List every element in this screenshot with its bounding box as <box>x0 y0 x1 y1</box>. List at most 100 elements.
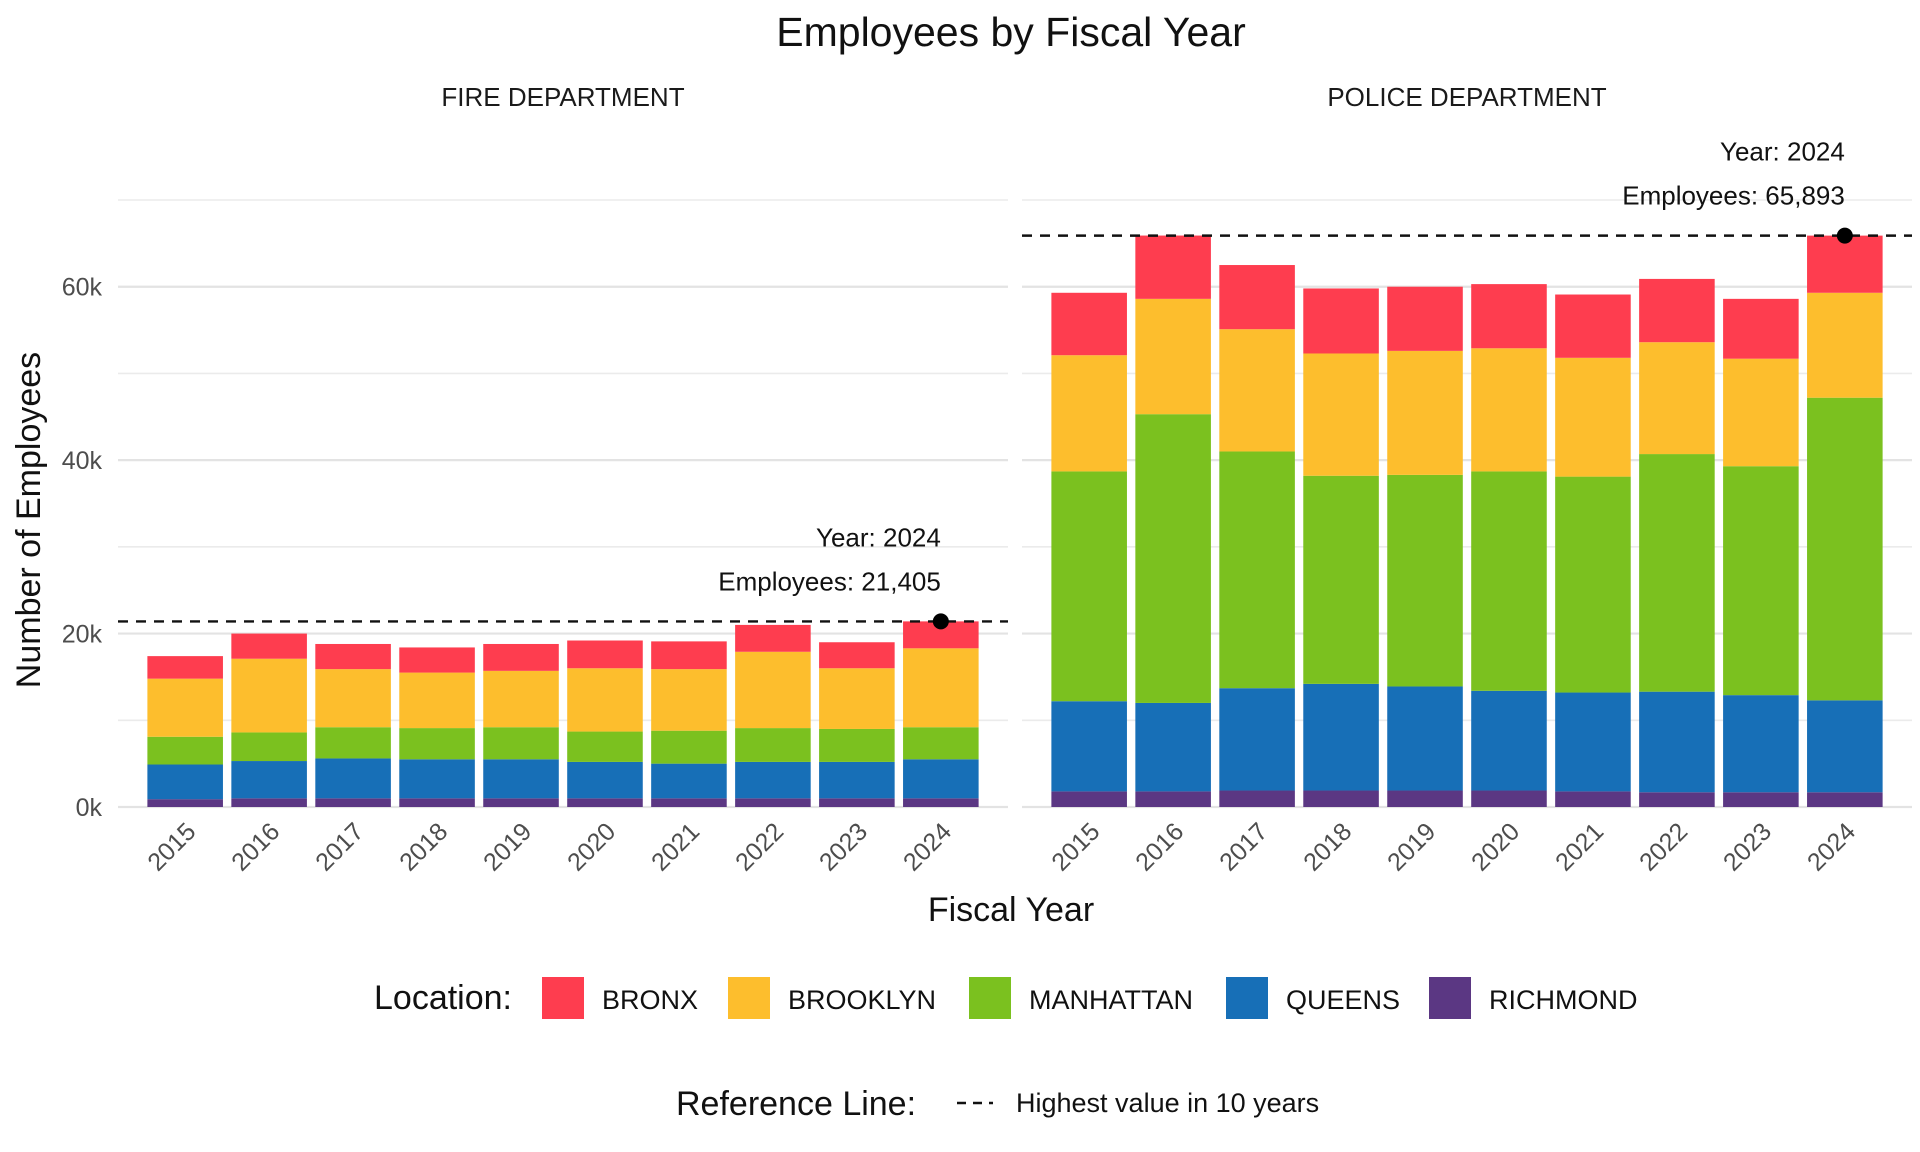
bar-segment-richmond <box>651 798 727 807</box>
location-legend: Location: BRONX BROOKLYN MANHATTAN QUEENS RI… <box>374 977 1638 1019</box>
bar-segment-bronx <box>567 640 643 669</box>
bar-segment-bronx <box>1639 278 1715 343</box>
bar-segment-queens <box>1303 683 1379 791</box>
bar-segment-bronx <box>1135 235 1211 299</box>
legend-items: BRONX BROOKLYN MANHATTAN QUEENS RICHMOND <box>542 977 1638 1019</box>
reference-legend: Reference Line: Highest value in 10 year… <box>676 1085 1319 1123</box>
bar-segment-queens <box>819 761 895 799</box>
bar-segment-queens <box>1219 688 1295 791</box>
reference-legend-title: Reference Line: <box>676 1085 916 1123</box>
x-tick-label: 2015 <box>1046 817 1105 876</box>
bar-segment-manhattan <box>1219 451 1295 689</box>
bar-segment-richmond <box>735 798 811 807</box>
bar-segment-queens <box>567 761 643 799</box>
bar-segment-queens <box>1555 692 1631 792</box>
bar-segment-brooklyn <box>819 668 895 729</box>
bars <box>147 621 979 807</box>
legend-title: Location: <box>374 979 512 1017</box>
bar-segment-brooklyn <box>1135 298 1211 415</box>
legend-swatch <box>1429 977 1471 1019</box>
x-tick-label: 2023 <box>814 817 873 876</box>
bar-segment-manhattan <box>1387 474 1463 687</box>
bar-segment-brooklyn <box>1639 342 1715 455</box>
bar-segment-brooklyn <box>147 678 223 737</box>
bar-segment-queens <box>1639 691 1715 793</box>
bar-segment-brooklyn <box>1303 353 1379 476</box>
bar-segment-brooklyn <box>315 669 391 728</box>
bar-segment-richmond <box>483 798 559 807</box>
legend-item-brooklyn: BROOKLYN <box>728 977 936 1019</box>
bars <box>1051 235 1883 807</box>
bar-segment-brooklyn <box>735 651 811 729</box>
bar-segment-brooklyn <box>567 668 643 732</box>
bar-segment-queens <box>1387 686 1463 791</box>
y-tick-label: 20k <box>62 621 103 649</box>
bar-segment-bronx <box>1219 265 1295 330</box>
reference-legend-label: Highest value in 10 years <box>1016 1088 1319 1118</box>
bar-segment-bronx <box>1471 284 1547 349</box>
max-point <box>932 613 949 630</box>
bar-segment-richmond <box>1639 792 1715 807</box>
bar-segment-richmond <box>1555 791 1631 807</box>
x-tick-label: 2024 <box>898 817 957 876</box>
facet-panel: FIRE DEPARTMENT 0k 20k 40k 60k 2015 2016 2017 20… <box>62 82 1008 877</box>
bar-segment-manhattan <box>1555 476 1631 693</box>
y-tick-label: 40k <box>62 447 103 475</box>
y-axis-title: Number of Employees <box>10 352 48 688</box>
bar-segment-queens <box>315 758 391 799</box>
bar-segment-manhattan <box>819 728 895 762</box>
bar-segment-richmond <box>903 798 979 807</box>
bar-segment-brooklyn <box>1807 292 1883 398</box>
bar-segment-manhattan <box>147 736 223 765</box>
bar-segment-queens <box>483 759 559 799</box>
bar-segment-bronx <box>819 642 895 669</box>
bar-segment-richmond <box>147 799 223 807</box>
bar-segment-bronx <box>1723 298 1799 359</box>
legend-swatch <box>1226 977 1268 1019</box>
legend-label: MANHATTAN <box>1029 985 1193 1015</box>
bar-segment-brooklyn <box>1723 358 1799 467</box>
bar-segment-queens <box>1807 700 1883 793</box>
bar-segment-manhattan <box>1807 397 1883 701</box>
bar-segment-brooklyn <box>651 669 727 731</box>
legend-label: QUEENS <box>1286 985 1400 1015</box>
x-tick-label: 2015 <box>142 817 201 876</box>
x-tick-label: 2017 <box>1214 817 1273 876</box>
legend-item-bronx: BRONX <box>542 977 698 1019</box>
bar-segment-richmond <box>1723 792 1799 807</box>
bar-segment-manhattan <box>1135 414 1211 703</box>
bar-segment-queens <box>399 759 475 799</box>
bar-segment-richmond <box>819 798 895 807</box>
bar-segment-queens <box>903 759 979 799</box>
x-tick-label: 2023 <box>1718 817 1777 876</box>
bar-segment-brooklyn <box>1051 355 1127 472</box>
bar-segment-manhattan <box>567 731 643 762</box>
x-tick-label: 2017 <box>310 817 369 876</box>
bar-segment-queens <box>1051 701 1127 792</box>
legend-item-manhattan: MANHATTAN <box>969 977 1193 1019</box>
bar-segment-richmond <box>1807 792 1883 807</box>
bar-segment-bronx <box>1387 286 1463 351</box>
x-tick-label: 2020 <box>1466 817 1525 876</box>
y-tick-label: 0k <box>76 794 103 822</box>
facet-panel: POLICE DEPARTMENT 2015 2016 2017 2018 2019 202… <box>1022 82 1912 877</box>
bar-segment-manhattan <box>651 730 727 764</box>
bar-segment-manhattan <box>1303 475 1379 684</box>
bar-segment-brooklyn <box>483 670 559 728</box>
annotation-year: Year: 2024 <box>1720 137 1845 167</box>
bar-segment-richmond <box>231 798 307 807</box>
legend-label: RICHMOND <box>1489 985 1638 1015</box>
bar-segment-bronx <box>315 643 391 670</box>
x-axis-title: Fiscal Year <box>928 891 1094 929</box>
x-tick-label: 2020 <box>562 817 621 876</box>
legend-label: BROOKLYN <box>788 985 936 1015</box>
x-tick-label: 2022 <box>730 817 789 876</box>
bar-segment-manhattan <box>231 732 307 762</box>
bar-segment-bronx <box>1051 292 1127 356</box>
legend-label: BRONX <box>602 985 698 1015</box>
bar-segment-queens <box>651 763 727 799</box>
bar-segment-brooklyn <box>1471 348 1547 472</box>
bar-segment-manhattan <box>903 727 979 760</box>
bar-segment-manhattan <box>1471 471 1547 691</box>
